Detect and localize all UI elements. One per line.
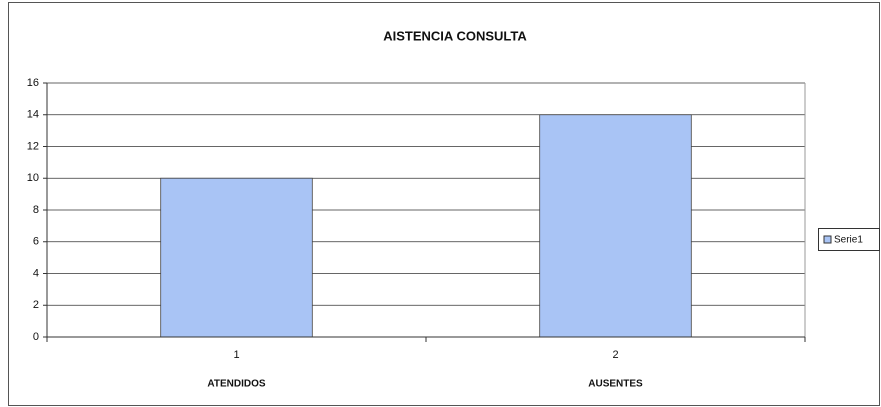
y-tick-label: 6: [33, 236, 39, 248]
y-tick-label: 4: [33, 267, 39, 279]
x-group-label: AUSENTES: [588, 379, 643, 390]
legend-label: Serie1: [834, 235, 863, 246]
y-tick-label: 12: [27, 140, 39, 152]
legend-box: [818, 228, 880, 251]
x-tick-label: 1: [233, 349, 239, 361]
y-tick-label: 16: [27, 77, 39, 89]
chart-border: [8, 2, 880, 406]
y-tick-label: 14: [27, 109, 39, 121]
y-tick-label: 8: [33, 204, 39, 216]
chart-title: AISTENCIA CONSULTA: [383, 28, 527, 43]
x-tick-label: 2: [612, 349, 618, 361]
legend-swatch: [823, 235, 832, 244]
y-tick-label: 2: [33, 299, 39, 311]
x-group-label: ATENDIDOS: [207, 379, 265, 390]
bar: [160, 177, 313, 338]
y-tick-label: 10: [27, 172, 39, 184]
y-tick-label: 0: [33, 331, 39, 343]
bar: [539, 114, 692, 338]
